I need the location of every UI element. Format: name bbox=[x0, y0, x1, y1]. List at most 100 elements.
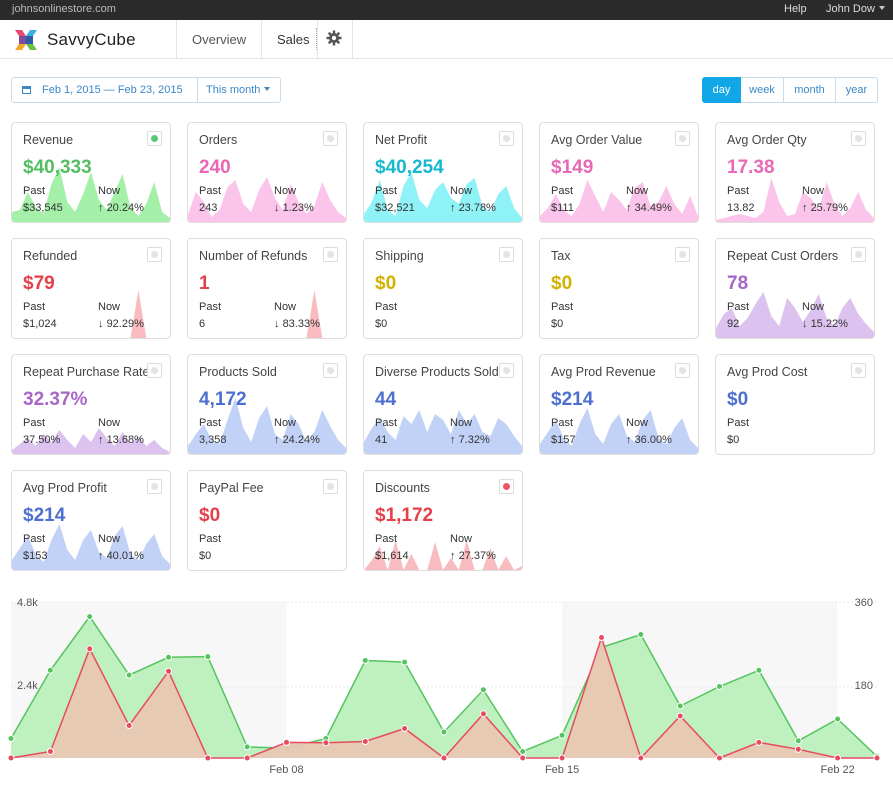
range-year-button[interactable]: year bbox=[836, 77, 878, 103]
series-point-0[interactable] bbox=[637, 631, 645, 638]
series-point-0[interactable] bbox=[125, 671, 133, 679]
range-week-button[interactable]: week bbox=[741, 77, 784, 103]
y-left-tick-label: 4.8k bbox=[17, 597, 38, 609]
series-point-0[interactable] bbox=[479, 686, 487, 694]
series-point-1[interactable] bbox=[243, 754, 251, 762]
metric-card-diverse-products-sold[interactable]: Diverse Products Sold 44 Past 41 Now ↑ 7.32% bbox=[363, 354, 523, 455]
metric-card-orders[interactable]: Orders 240 Past 243 Now ↓ 1.23% bbox=[187, 122, 347, 223]
series-point-1[interactable] bbox=[46, 748, 54, 755]
savvycube-logo-icon[interactable] bbox=[13, 28, 39, 52]
help-link[interactable]: Help bbox=[784, 3, 807, 15]
series-point-0[interactable] bbox=[519, 748, 527, 755]
card-select-checkbox[interactable] bbox=[147, 479, 162, 494]
card-select-checkbox[interactable] bbox=[323, 131, 338, 146]
preset-dropdown[interactable]: This month bbox=[197, 77, 281, 103]
metric-card-discounts[interactable]: Discounts $1,172 Past $1,614 Now ↑ 27.37% bbox=[363, 470, 523, 571]
metric-card-refunded[interactable]: Refunded $79 Past $1,024 Now ↓ 92.29% bbox=[11, 238, 171, 339]
series-point-0[interactable] bbox=[361, 657, 369, 664]
y-right-tick-label: 180 bbox=[855, 680, 873, 692]
metric-card-number-of-refunds[interactable]: Number of Refunds 1 Past 6 Now ↓ 83.33% bbox=[187, 238, 347, 339]
series-point-1[interactable] bbox=[755, 738, 763, 746]
settings-button[interactable] bbox=[317, 20, 353, 59]
card-select-checkbox[interactable] bbox=[323, 247, 338, 262]
metric-card-avg-prod-revenue[interactable]: Avg Prod Revenue $214 Past $157 Now ↑ 36.00% bbox=[539, 354, 699, 455]
series-point-1[interactable] bbox=[401, 725, 409, 732]
series-point-1[interactable] bbox=[440, 754, 448, 762]
series-point-1[interactable] bbox=[834, 754, 842, 762]
series-point-0[interactable] bbox=[204, 653, 212, 661]
series-point-1[interactable] bbox=[322, 739, 330, 747]
user-menu[interactable]: John Dow bbox=[826, 3, 885, 15]
series-point-1[interactable] bbox=[479, 710, 487, 718]
range-day-button[interactable]: day bbox=[702, 77, 741, 103]
metric-card-shipping[interactable]: Shipping $0 Past $0 bbox=[363, 238, 523, 339]
past-label: Past bbox=[375, 533, 398, 545]
card-select-checkbox[interactable] bbox=[147, 363, 162, 378]
card-select-checkbox[interactable] bbox=[851, 247, 866, 262]
metric-card-repeat-cust-orders[interactable]: Repeat Cust Orders 78 Past 92 Now ↓ 15.22% bbox=[715, 238, 875, 339]
metric-card-paypal-fee[interactable]: PayPal Fee $0 Past $0 bbox=[187, 470, 347, 571]
card-select-checkbox[interactable] bbox=[499, 131, 514, 146]
card-select-checkbox[interactable] bbox=[675, 131, 690, 146]
series-point-0[interactable] bbox=[243, 743, 251, 751]
past-value: $0 bbox=[375, 318, 388, 330]
metric-card-repeat-purchase-rate[interactable]: Repeat Purchase Rate 32.37% Past 37.50% Now ↑… bbox=[11, 354, 171, 455]
series-point-0[interactable] bbox=[676, 702, 684, 710]
metric-card-net-profit[interactable]: Net Profit $40,254 Past $32,521 Now ↑ 23.78% bbox=[363, 122, 523, 223]
metric-card-revenue[interactable]: Revenue $40,333 Past $33,545 Now ↑ 20.24% bbox=[11, 122, 171, 223]
series-point-1[interactable] bbox=[716, 754, 723, 762]
tab-overview[interactable]: Overview bbox=[176, 20, 261, 59]
card-select-checkbox[interactable] bbox=[147, 131, 162, 146]
date-range-picker[interactable]: Feb 1, 2015 — Feb 23, 2015 bbox=[11, 77, 198, 103]
metric-card-tax[interactable]: Tax $0 Past $0 bbox=[539, 238, 699, 339]
series-point-1[interactable] bbox=[637, 754, 645, 762]
series-point-0[interactable] bbox=[165, 653, 172, 661]
arrow-up-icon: ↑ bbox=[98, 550, 107, 562]
series-point-0[interactable] bbox=[7, 735, 15, 742]
metric-card-avg-prod-cost[interactable]: Avg Prod Cost $0 Past $0 bbox=[715, 354, 875, 455]
series-point-1[interactable] bbox=[873, 754, 881, 762]
card-select-checkbox[interactable] bbox=[675, 363, 690, 378]
card-select-checkbox[interactable] bbox=[499, 247, 514, 262]
x-tick-label: Feb 22 bbox=[821, 764, 855, 776]
series-point-0[interactable] bbox=[46, 666, 54, 674]
card-select-checkbox[interactable] bbox=[851, 131, 866, 146]
series-point-0[interactable] bbox=[401, 658, 409, 666]
series-point-1[interactable] bbox=[7, 754, 15, 762]
series-point-0[interactable] bbox=[716, 683, 723, 690]
series-point-1[interactable] bbox=[125, 722, 133, 729]
card-select-checkbox[interactable] bbox=[499, 479, 514, 494]
series-point-1[interactable] bbox=[361, 738, 369, 745]
sparkline-area bbox=[540, 408, 698, 454]
series-point-1[interactable] bbox=[165, 667, 172, 675]
series-point-0[interactable] bbox=[86, 613, 94, 621]
series-point-1[interactable] bbox=[794, 745, 802, 753]
metric-card-products-sold[interactable]: Products Sold 4,172 Past 3,358 Now ↑ 24.24% bbox=[187, 354, 347, 455]
series-point-1[interactable] bbox=[558, 754, 566, 762]
series-point-0[interactable] bbox=[755, 666, 763, 674]
metric-card-avg-prod-profit[interactable]: Avg Prod Profit $214 Past $153 Now ↑ 40.01% bbox=[11, 470, 171, 571]
card-select-checkbox[interactable] bbox=[147, 247, 162, 262]
series-point-1[interactable] bbox=[283, 738, 290, 746]
series-point-0[interactable] bbox=[440, 728, 448, 736]
series-point-1[interactable] bbox=[204, 754, 212, 762]
card-select-checkbox[interactable] bbox=[675, 247, 690, 262]
series-point-1[interactable] bbox=[598, 634, 605, 641]
card-select-checkbox[interactable] bbox=[499, 363, 514, 378]
series-point-1[interactable] bbox=[676, 712, 684, 720]
tab-sales[interactable]: Sales bbox=[261, 20, 317, 59]
range-month-button[interactable]: month bbox=[784, 77, 836, 103]
card-select-checkbox[interactable] bbox=[323, 363, 338, 378]
metric-card-avg-order-value[interactable]: Avg Order Value $149 Past $111 Now ↑ 34.49% bbox=[539, 122, 699, 223]
arrow-up-icon: ↑ bbox=[98, 202, 107, 214]
card-select-checkbox[interactable] bbox=[323, 479, 338, 494]
series-point-1[interactable] bbox=[86, 645, 94, 653]
series-point-1[interactable] bbox=[519, 754, 527, 762]
card-select-checkbox[interactable] bbox=[851, 363, 866, 378]
series-point-0[interactable] bbox=[558, 731, 566, 739]
series-point-0[interactable] bbox=[834, 715, 842, 723]
series-point-0[interactable] bbox=[794, 737, 802, 745]
site-name[interactable]: johnsonlinestore.com bbox=[12, 3, 116, 15]
metric-card-avg-order-qty[interactable]: Avg Order Qty 17.38 Past 13.82 Now ↑ 25.79% bbox=[715, 122, 875, 223]
card-title: PayPal Fee bbox=[199, 481, 264, 495]
